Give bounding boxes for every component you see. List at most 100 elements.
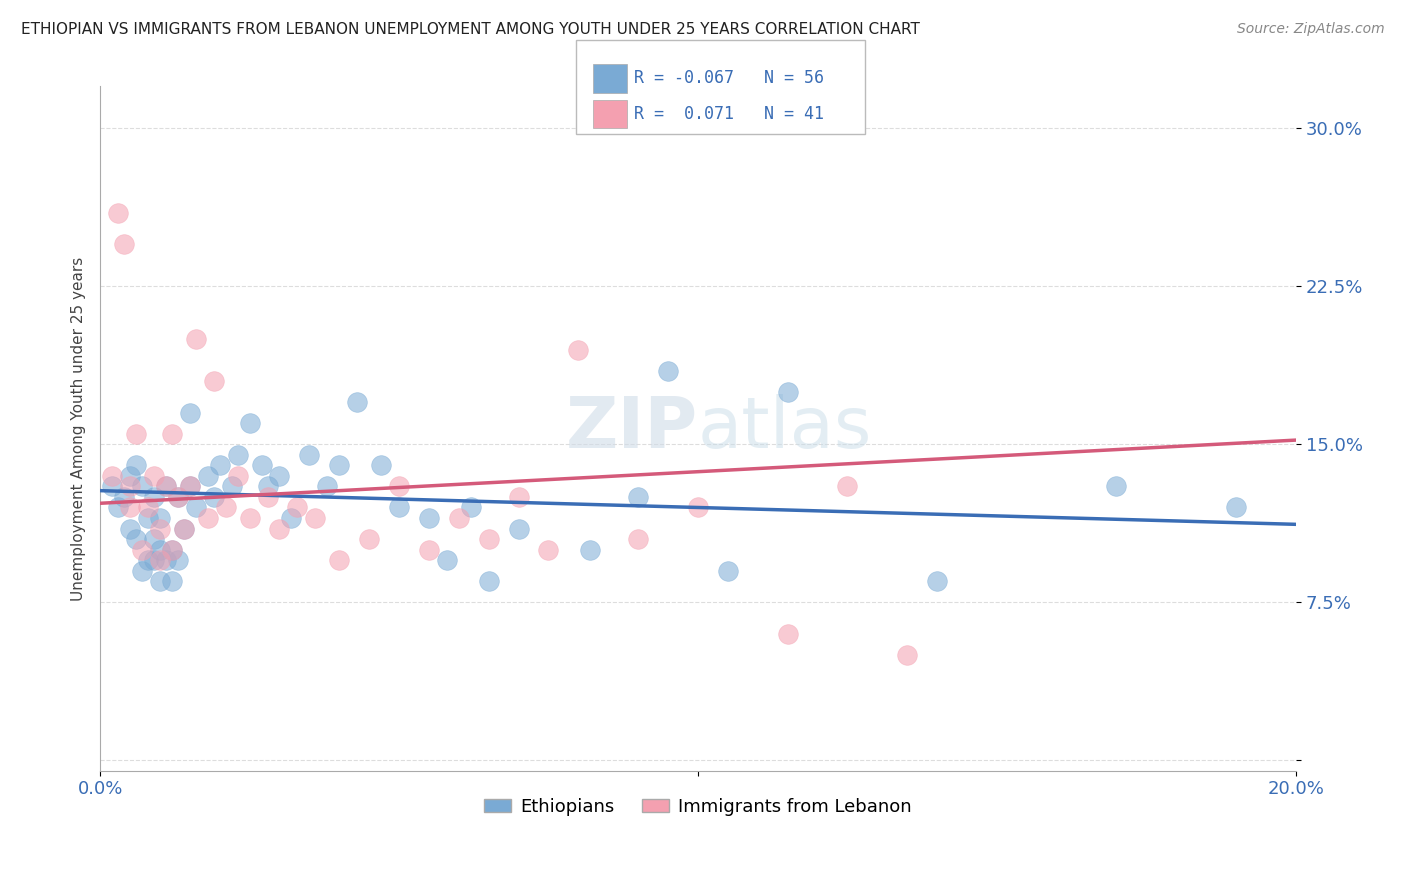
Point (118, 522, 141, 536)
Point (579, 542, 602, 557)
Point (112, 237, 135, 252)
Point (256, 479, 278, 493)
Point (256, 490, 278, 504)
Point (142, 553, 165, 567)
Point (149, 574, 172, 589)
Point (173, 522, 195, 536)
Point (508, 490, 530, 504)
Point (107, 205, 129, 219)
Point (131, 542, 153, 557)
Point (136, 511, 159, 525)
Point (142, 490, 165, 504)
Point (1105, 479, 1128, 493)
Text: ZIP: ZIP (565, 394, 697, 463)
Point (226, 469, 249, 483)
Point (131, 564, 153, 578)
Point (221, 479, 243, 493)
Point (269, 469, 291, 483)
Point (436, 553, 458, 567)
Point (269, 522, 291, 536)
Text: R =  0.071   N = 41: R = 0.071 N = 41 (634, 105, 824, 123)
Point (136, 500, 159, 515)
Point (155, 479, 177, 493)
Point (107, 500, 129, 515)
Point (298, 448, 321, 462)
Point (776, 384, 799, 399)
Point (149, 522, 172, 536)
Point (627, 490, 650, 504)
Point (166, 490, 188, 504)
Point (370, 458, 392, 473)
Point (173, 522, 195, 536)
Point (149, 553, 172, 567)
Point (567, 343, 589, 357)
Point (239, 417, 262, 431)
Point (125, 532, 148, 546)
Point (686, 500, 709, 515)
Point (179, 479, 201, 493)
Point (215, 500, 238, 515)
Point (627, 532, 650, 546)
Text: atlas: atlas (697, 394, 872, 463)
Point (478, 532, 501, 546)
Legend: Ethiopians, Immigrants from Lebanon: Ethiopians, Immigrants from Lebanon (477, 791, 918, 823)
Point (101, 469, 124, 483)
Point (359, 532, 381, 546)
Y-axis label: Unemployment Among Youth under 25 years: Unemployment Among Youth under 25 years (72, 256, 86, 600)
Point (478, 574, 501, 589)
Point (197, 511, 219, 525)
Point (160, 542, 183, 557)
Point (125, 426, 148, 441)
Point (508, 522, 530, 536)
Point (447, 511, 470, 525)
Point (184, 332, 207, 346)
Point (250, 458, 273, 473)
Point (184, 500, 207, 515)
Point (101, 479, 124, 493)
Point (142, 469, 165, 483)
Point (239, 511, 262, 525)
Point (388, 479, 411, 493)
Point (149, 542, 172, 557)
Point (328, 553, 350, 567)
Point (166, 490, 188, 504)
Point (136, 553, 159, 567)
Point (418, 511, 440, 525)
Point (179, 479, 201, 493)
Point (418, 542, 440, 557)
Point (537, 542, 560, 557)
Point (131, 479, 153, 493)
Point (160, 426, 183, 441)
Point (197, 469, 219, 483)
Point (388, 500, 411, 515)
Point (166, 553, 188, 567)
Point (717, 564, 740, 578)
Point (304, 511, 326, 525)
Point (118, 479, 141, 493)
Point (925, 574, 948, 589)
Point (896, 648, 918, 662)
Point (155, 479, 177, 493)
Point (776, 627, 799, 641)
Point (125, 458, 148, 473)
Point (118, 469, 141, 483)
Point (1225, 500, 1247, 515)
Point (155, 553, 177, 567)
Point (160, 574, 183, 589)
Point (202, 490, 225, 504)
Point (202, 374, 225, 388)
Point (346, 395, 368, 409)
Point (118, 500, 141, 515)
Point (112, 490, 135, 504)
Point (179, 406, 201, 420)
Point (160, 542, 183, 557)
Point (837, 479, 859, 493)
Point (208, 458, 231, 473)
Point (316, 479, 339, 493)
Point (328, 458, 350, 473)
Point (142, 532, 165, 546)
Point (149, 511, 172, 525)
Point (287, 500, 309, 515)
Point (460, 500, 482, 515)
Point (280, 511, 302, 525)
